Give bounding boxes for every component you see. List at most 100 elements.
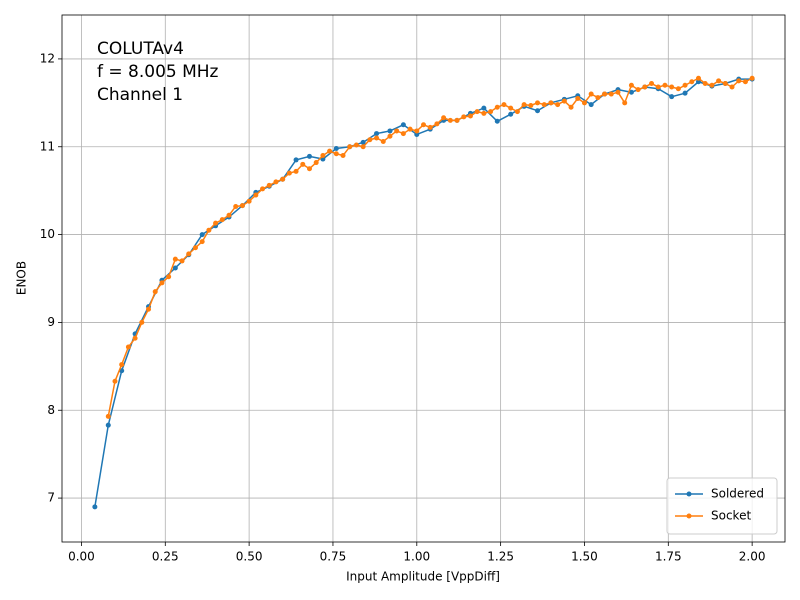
data-point bbox=[172, 256, 178, 262]
data-point bbox=[535, 108, 541, 114]
data-point bbox=[555, 102, 561, 108]
data-point bbox=[494, 118, 500, 124]
data-point bbox=[481, 105, 487, 111]
data-point bbox=[548, 100, 554, 106]
data-point bbox=[333, 151, 339, 157]
annotation: f = 8.005 MHz bbox=[97, 62, 219, 82]
data-point bbox=[367, 137, 373, 143]
data-point bbox=[380, 138, 386, 144]
data-point bbox=[729, 84, 735, 90]
legend-box bbox=[666, 477, 778, 535]
data-point bbox=[239, 203, 245, 209]
data-point bbox=[736, 78, 742, 84]
data-point bbox=[139, 319, 145, 325]
data-point bbox=[501, 102, 507, 108]
data-point bbox=[588, 102, 594, 108]
data-point bbox=[427, 124, 433, 130]
data-point bbox=[749, 75, 755, 81]
data-point bbox=[508, 105, 514, 111]
data-point bbox=[306, 153, 312, 159]
data-point bbox=[689, 79, 695, 85]
data-point bbox=[293, 157, 299, 163]
data-point bbox=[300, 161, 306, 167]
data-point bbox=[521, 102, 527, 108]
data-point bbox=[474, 109, 480, 115]
data-point bbox=[340, 153, 346, 159]
data-point bbox=[313, 160, 319, 166]
data-point bbox=[669, 94, 675, 100]
data-point bbox=[333, 146, 339, 152]
data-point bbox=[595, 95, 601, 101]
data-point bbox=[192, 245, 198, 251]
data-point bbox=[508, 111, 514, 117]
data-point bbox=[434, 121, 440, 127]
legend-label: Socket bbox=[711, 509, 751, 523]
annotation: Channel 1 bbox=[97, 85, 183, 105]
data-point bbox=[461, 114, 467, 120]
data-point bbox=[387, 128, 393, 134]
data-point bbox=[695, 75, 701, 81]
data-point bbox=[306, 166, 312, 172]
data-point bbox=[622, 100, 628, 106]
y-axis-label: ENOB bbox=[15, 261, 29, 295]
data-point bbox=[528, 102, 534, 108]
data-point bbox=[716, 78, 722, 84]
data-point bbox=[635, 87, 641, 93]
x-tick-label: 0.00 bbox=[68, 550, 95, 564]
data-point bbox=[293, 168, 299, 174]
data-point bbox=[226, 212, 232, 218]
data-point bbox=[360, 139, 366, 145]
data-point bbox=[206, 227, 212, 233]
data-point bbox=[441, 115, 447, 121]
x-tick-label: 2.00 bbox=[739, 550, 766, 564]
x-tick-label: 0.25 bbox=[152, 550, 179, 564]
data-point bbox=[199, 232, 205, 238]
data-point bbox=[535, 100, 541, 106]
data-point bbox=[219, 217, 225, 223]
data-point bbox=[682, 90, 688, 96]
data-point bbox=[568, 104, 574, 110]
data-point bbox=[260, 186, 266, 192]
data-point bbox=[742, 79, 748, 85]
data-point bbox=[722, 81, 728, 87]
data-point bbox=[246, 198, 252, 204]
data-point bbox=[125, 344, 131, 350]
x-tick-label: 1.50 bbox=[571, 550, 598, 564]
data-point bbox=[421, 122, 426, 128]
data-point bbox=[655, 84, 661, 90]
data-point bbox=[213, 220, 219, 226]
data-point bbox=[266, 182, 272, 188]
data-point bbox=[253, 192, 259, 198]
data-point bbox=[481, 110, 487, 116]
data-point bbox=[447, 117, 453, 123]
data-point bbox=[628, 82, 634, 88]
data-point bbox=[541, 102, 547, 108]
data-point bbox=[152, 289, 158, 295]
legend-label: Soldered bbox=[711, 487, 764, 501]
data-point bbox=[467, 113, 473, 119]
data-point bbox=[642, 84, 648, 90]
legend-marker bbox=[686, 513, 692, 519]
data-point bbox=[280, 176, 286, 182]
data-point bbox=[615, 89, 621, 95]
data-point bbox=[199, 239, 205, 245]
data-point bbox=[662, 82, 668, 88]
data-point bbox=[675, 86, 681, 92]
data-point bbox=[105, 422, 111, 428]
data-point bbox=[602, 91, 608, 97]
data-point bbox=[588, 91, 594, 97]
y-tick-label: 8 bbox=[47, 403, 55, 417]
data-point bbox=[400, 122, 406, 128]
data-point bbox=[146, 306, 152, 312]
data-point bbox=[414, 128, 420, 134]
data-point bbox=[394, 128, 400, 134]
data-point bbox=[374, 135, 380, 141]
data-point bbox=[353, 142, 359, 148]
data-point bbox=[669, 84, 675, 90]
data-point bbox=[327, 148, 333, 154]
data-point bbox=[166, 274, 172, 280]
plot-frame bbox=[61, 14, 786, 543]
data-point bbox=[581, 100, 587, 106]
data-point bbox=[347, 144, 353, 150]
data-point bbox=[494, 104, 500, 110]
